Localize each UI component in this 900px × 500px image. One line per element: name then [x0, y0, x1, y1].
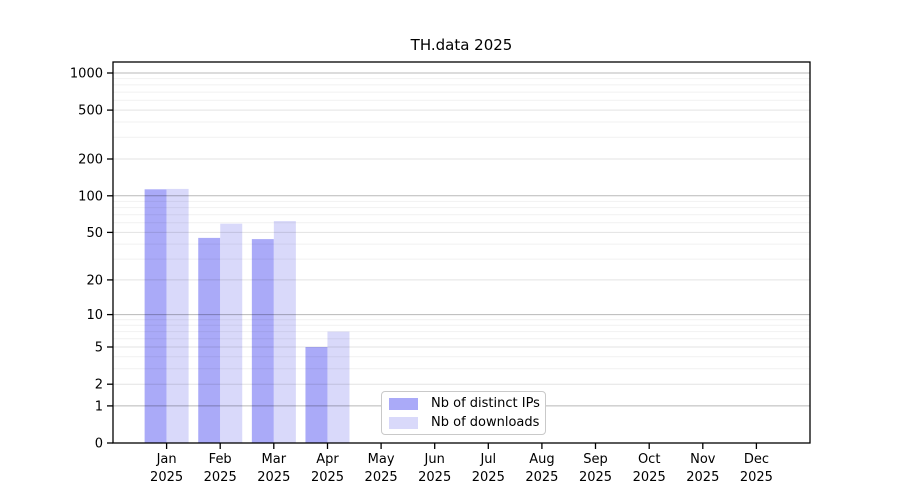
bar-distinct-ips-apr [305, 347, 328, 443]
legend-box: Nb of distinct IPs Nb of downloads [381, 391, 546, 435]
x-tick-label-year: 2025 [418, 470, 451, 485]
x-tick-label-year: 2025 [150, 470, 183, 485]
y-tick-label: 2 [95, 378, 103, 393]
x-tick-label-year: 2025 [472, 470, 505, 485]
x-tick-label-month: Aug [529, 452, 554, 467]
bar-distinct-ips-feb [198, 237, 221, 443]
y-tick-label: 0 [95, 437, 103, 452]
y-tick-label: 100 [78, 189, 103, 204]
x-tick-label-year: 2025 [525, 470, 558, 485]
legend-label-distinct-ips: Nb of distinct IPs [431, 396, 540, 411]
y-tick-label: 500 [78, 104, 103, 119]
x-tick-label-year: 2025 [740, 470, 773, 485]
chart-title: TH.data 2025 [410, 36, 513, 54]
x-tick-label-year: 2025 [311, 470, 344, 485]
bar-downloads-apr [327, 331, 350, 443]
bar-distinct-ips-jan [144, 189, 167, 443]
bar-downloads-mar [273, 221, 296, 443]
y-tick-label: 20 [86, 273, 103, 288]
x-tick-label-month: May [368, 452, 395, 467]
x-tick-label-year: 2025 [365, 470, 398, 485]
x-tick-label-year: 2025 [633, 470, 666, 485]
x-tick-label-month: Oct [638, 452, 660, 467]
x-tick-label-month: Sep [583, 452, 608, 467]
legend-swatch-downloads-icon [389, 416, 418, 429]
x-tick-label-year: 2025 [257, 470, 290, 485]
y-tick-label: 200 [78, 153, 103, 168]
y-tick-label: 1 [95, 399, 103, 414]
bar-downloads-jan [166, 188, 189, 443]
legend-label-downloads: Nb of downloads [431, 415, 540, 430]
y-tick-label: 5 [95, 341, 103, 356]
x-tick-label-month: Jan [156, 452, 177, 467]
x-tick-label-month: Apr [316, 452, 339, 467]
bar-distinct-ips-mar [251, 239, 274, 443]
x-tick-label-year: 2025 [579, 470, 612, 485]
plot-border [112, 61, 811, 444]
legend-swatch-distinct-ips-icon [389, 397, 418, 410]
y-tick-label: 50 [86, 226, 103, 241]
legend-item-distinct-ips: Nb of distinct IPs [389, 394, 540, 413]
y-tick-label: 1000 [70, 67, 103, 82]
x-tick-label-month: Mar [262, 452, 287, 467]
x-tick-label-month: Feb [209, 452, 232, 467]
x-tick-label-month: Dec [744, 452, 769, 467]
x-tick-label-month: Jul [479, 452, 496, 467]
bar-downloads-feb [220, 223, 243, 443]
y-tick-label: 10 [86, 308, 103, 323]
x-tick-label-year: 2025 [204, 470, 237, 485]
x-tick-label-month: Nov [690, 452, 716, 467]
legend-item-downloads: Nb of downloads [389, 413, 540, 432]
x-tick-label-month: Jun [424, 452, 445, 467]
x-tick-label-year: 2025 [686, 470, 719, 485]
